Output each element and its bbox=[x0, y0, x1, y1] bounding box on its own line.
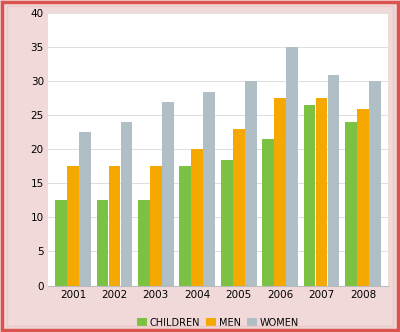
Bar bbox=[96, 201, 108, 286]
Bar bbox=[357, 109, 369, 286]
Bar bbox=[286, 47, 298, 286]
Bar bbox=[67, 166, 79, 286]
Bar bbox=[204, 92, 215, 286]
Bar bbox=[192, 149, 203, 286]
Bar bbox=[180, 166, 191, 286]
Bar bbox=[150, 166, 162, 286]
Bar bbox=[138, 201, 150, 286]
Bar bbox=[120, 122, 132, 286]
Bar bbox=[245, 81, 256, 286]
Bar bbox=[162, 102, 174, 286]
Bar bbox=[274, 98, 286, 286]
Legend: CHILDREN, MEN, WOMEN: CHILDREN, MEN, WOMEN bbox=[137, 318, 299, 328]
Bar bbox=[345, 122, 357, 286]
Bar bbox=[108, 166, 120, 286]
Bar bbox=[304, 105, 316, 286]
Bar bbox=[262, 139, 274, 286]
Bar bbox=[55, 201, 67, 286]
Bar bbox=[369, 81, 381, 286]
Bar bbox=[328, 75, 340, 286]
Bar bbox=[316, 98, 328, 286]
Bar bbox=[233, 129, 244, 286]
Bar bbox=[221, 160, 232, 286]
Bar bbox=[79, 132, 91, 286]
